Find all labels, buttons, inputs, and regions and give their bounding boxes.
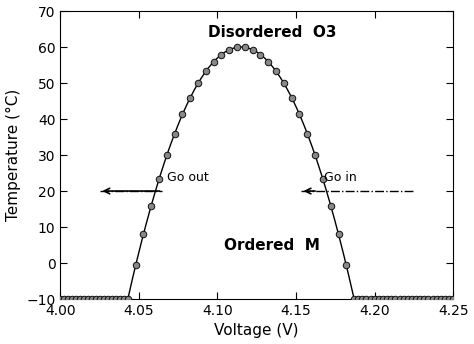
Text: Go out: Go out xyxy=(167,171,209,184)
Point xyxy=(428,296,436,302)
Point xyxy=(202,68,210,74)
Point xyxy=(147,203,155,208)
Point xyxy=(433,296,440,302)
Point xyxy=(355,296,362,302)
Point xyxy=(359,296,366,302)
Point xyxy=(257,52,264,57)
Point xyxy=(171,131,178,136)
Point xyxy=(64,296,72,302)
Point xyxy=(400,296,408,302)
Point xyxy=(412,296,420,302)
Point xyxy=(186,95,194,100)
Point xyxy=(116,296,124,302)
Text: Go in: Go in xyxy=(324,171,357,184)
Point xyxy=(56,296,64,302)
Point xyxy=(404,296,411,302)
Point xyxy=(392,296,399,302)
Point xyxy=(132,263,139,268)
Point xyxy=(375,296,383,302)
Y-axis label: Temperature (°C): Temperature (°C) xyxy=(6,89,20,221)
Point xyxy=(272,68,280,74)
Text: Disordered  O3: Disordered O3 xyxy=(208,25,337,40)
Point xyxy=(408,296,416,302)
Point xyxy=(416,296,424,302)
Point xyxy=(379,296,387,302)
X-axis label: Voltage (V): Voltage (V) xyxy=(214,323,299,338)
Point xyxy=(367,296,374,302)
Point xyxy=(76,296,84,302)
Point xyxy=(120,296,128,302)
Point xyxy=(288,95,295,100)
Point xyxy=(425,296,432,302)
Point xyxy=(108,296,116,302)
Point xyxy=(210,59,218,64)
Point xyxy=(163,152,171,158)
Point xyxy=(396,296,403,302)
Point xyxy=(303,131,311,136)
Point xyxy=(194,80,202,86)
Point xyxy=(371,296,379,302)
Point xyxy=(241,45,249,50)
Point xyxy=(420,296,428,302)
Point xyxy=(226,47,233,53)
Point xyxy=(280,80,288,86)
Point xyxy=(387,296,395,302)
Point xyxy=(233,45,241,50)
Point xyxy=(88,296,96,302)
Point xyxy=(92,296,100,302)
Point xyxy=(327,203,335,208)
Point xyxy=(73,296,80,302)
Point xyxy=(264,59,272,64)
Point xyxy=(124,296,132,302)
Point xyxy=(296,112,303,117)
Point xyxy=(112,296,119,302)
Point xyxy=(140,232,147,237)
Point xyxy=(84,296,92,302)
Point xyxy=(60,296,68,302)
Point xyxy=(319,176,327,182)
Point xyxy=(350,296,358,302)
Point xyxy=(445,296,453,302)
Point xyxy=(441,296,449,302)
Point xyxy=(179,112,186,117)
Text: Ordered  M: Ordered M xyxy=(225,238,320,252)
Point xyxy=(96,296,104,302)
Point xyxy=(363,296,370,302)
Point xyxy=(437,296,445,302)
Point xyxy=(155,176,163,182)
Point xyxy=(68,296,76,302)
Point xyxy=(80,296,88,302)
Point xyxy=(100,296,108,302)
Point xyxy=(449,296,457,302)
Point xyxy=(311,152,319,158)
Point xyxy=(104,296,112,302)
Point xyxy=(383,296,391,302)
Point xyxy=(343,263,350,268)
Point xyxy=(335,232,342,237)
Point xyxy=(249,47,256,53)
Point xyxy=(218,52,225,57)
